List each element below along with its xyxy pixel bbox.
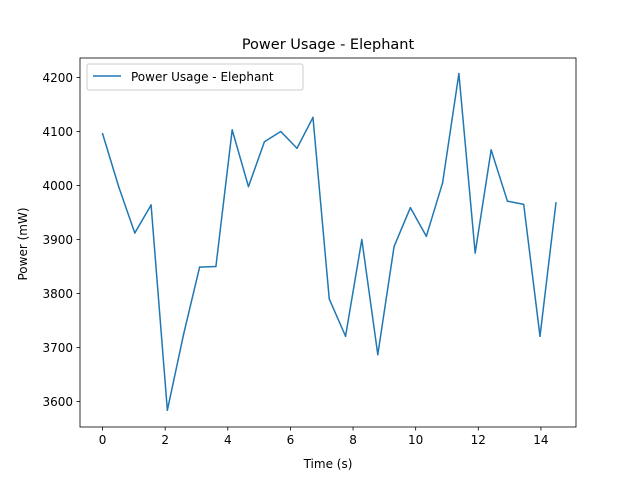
data-point <box>490 149 492 151</box>
y-tick-label: 3900 <box>42 233 73 247</box>
data-point <box>539 335 541 337</box>
data-point <box>134 232 136 234</box>
data-point <box>425 235 428 238</box>
plot-frame <box>79 57 577 428</box>
data-point <box>182 333 185 335</box>
x-tick-label: 4 <box>224 433 232 447</box>
data-point <box>231 129 233 131</box>
data-point <box>247 185 250 188</box>
y-tick-label: 3600 <box>42 395 73 409</box>
data-point <box>263 140 266 143</box>
x-tick-label: 12 <box>471 433 486 447</box>
plot-area <box>79 57 577 428</box>
legend-box <box>86 63 304 91</box>
data-point <box>474 252 476 254</box>
data-point <box>441 182 444 184</box>
chart-title: Power Usage - Elephant <box>242 37 415 53</box>
y-tick-label: 4100 <box>42 125 73 139</box>
x-tick-label: 14 <box>533 433 548 447</box>
data-point <box>328 298 331 300</box>
data-point <box>344 335 347 337</box>
x-axis-ticks: 0 2 4 6 8 10 12 14 <box>99 427 549 447</box>
data-point <box>458 72 460 75</box>
data-point <box>409 206 412 209</box>
data-point <box>166 409 169 412</box>
data-point <box>150 204 152 206</box>
legend-label: Power Usage - Elephant <box>131 70 274 84</box>
data-point <box>312 116 314 119</box>
x-tick-label: 10 <box>408 433 423 447</box>
data-point <box>118 186 120 188</box>
data-point <box>279 130 282 133</box>
x-tick-label: 2 <box>161 433 169 447</box>
data-point <box>361 238 363 241</box>
series-line <box>101 72 557 411</box>
data-point <box>506 200 509 202</box>
data-point <box>198 266 201 268</box>
y-axis-label: Power (mW) <box>16 207 30 280</box>
y-axis-ticks: 3600 3700 3800 3900 4000 4100 4200 <box>42 71 80 409</box>
x-tick-label: 0 <box>99 433 107 447</box>
x-tick-label: 6 <box>287 433 295 447</box>
data-point <box>393 245 395 248</box>
series-layer <box>101 72 557 412</box>
y-tick-label: 4000 <box>42 179 73 193</box>
y-tick-label: 4200 <box>42 71 73 85</box>
data-point <box>377 353 379 356</box>
y-tick-label: 3800 <box>42 287 73 301</box>
data-point <box>522 203 525 206</box>
y-tick-label: 3700 <box>42 341 73 355</box>
data-point <box>555 202 557 204</box>
x-tick-label: 8 <box>349 433 357 447</box>
data-point <box>215 265 217 268</box>
data-point <box>101 132 104 135</box>
legend: Power Usage - Elephant <box>86 63 304 91</box>
x-axis-label: Time (s) <box>303 457 353 471</box>
data-point <box>296 147 298 149</box>
